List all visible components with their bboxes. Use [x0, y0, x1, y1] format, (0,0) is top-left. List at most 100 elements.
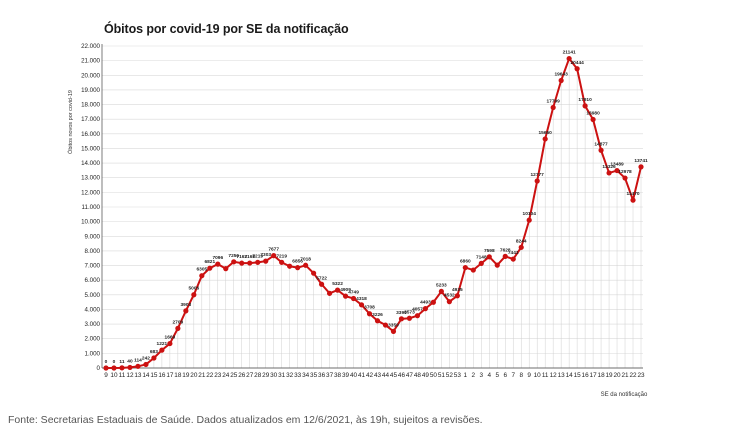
- data-label: 242: [142, 355, 150, 361]
- y-axis-label: Óbitos novos por covid-19: [67, 90, 74, 154]
- data-label: 2709: [173, 319, 184, 325]
- data-point: [638, 164, 644, 170]
- x-tick-label: 23: [214, 372, 222, 379]
- y-tick-label: 5.000: [85, 292, 101, 299]
- x-tick-label: 45: [390, 372, 398, 379]
- data-point: [550, 104, 556, 111]
- x-tick-label: 13: [558, 372, 566, 379]
- data-point: [502, 253, 508, 259]
- data-label: 4493: [420, 300, 431, 306]
- x-tick-label: 22: [629, 372, 637, 379]
- data-label: 7219: [252, 253, 263, 259]
- data-label: 7441: [508, 250, 519, 256]
- data-point: [590, 116, 596, 123]
- data-label: 4749: [348, 289, 359, 295]
- data-label: 6821: [204, 259, 215, 265]
- x-tick-label: 11: [119, 372, 126, 379]
- data-point: [303, 262, 309, 268]
- series-line: [106, 57, 642, 369]
- data-point: [630, 197, 636, 203]
- x-tick-label: 7: [511, 372, 515, 379]
- data-point: [287, 263, 293, 269]
- x-tick-label: 17: [590, 372, 598, 379]
- x-tick-label: 12: [126, 372, 134, 379]
- data-point: [510, 256, 516, 262]
- x-tick-label: 18: [174, 372, 182, 379]
- data-point: [478, 260, 484, 266]
- y-tick-label: 15.000: [81, 145, 100, 152]
- data-label: 8244: [516, 238, 527, 244]
- data-point: [119, 365, 125, 371]
- axes: [101, 44, 643, 369]
- data-label: 6860: [460, 259, 471, 265]
- x-tick-label: 15: [574, 372, 582, 379]
- x-tick-label: 41: [358, 372, 366, 379]
- x-tick-label: 16: [582, 372, 590, 379]
- data-label: 4532: [444, 293, 455, 299]
- data-point: [167, 340, 173, 347]
- x-tick-label: 39: [342, 372, 350, 379]
- x-tick-label: 30: [270, 372, 278, 379]
- data-label: 5233: [436, 282, 447, 288]
- data-label: 10104: [523, 211, 537, 217]
- data-point: [366, 311, 373, 317]
- x-tick-label: 5: [495, 372, 499, 379]
- data-label: 16980: [586, 110, 600, 116]
- x-tick-label: 17: [166, 372, 174, 379]
- data-point: [390, 328, 397, 334]
- data-point: [199, 273, 205, 279]
- x-tick-label: 44: [382, 372, 390, 379]
- x-tick-label: 38: [334, 372, 342, 379]
- data-label: 14877: [594, 141, 608, 147]
- data-label: 7628: [500, 247, 511, 253]
- data-point: [382, 322, 389, 328]
- data-point: [462, 264, 468, 271]
- data-label: 3573: [404, 309, 415, 315]
- data-label: 11: [119, 359, 124, 365]
- y-tick-label: 22.000: [81, 43, 100, 50]
- data-label: 7303: [260, 252, 271, 258]
- x-tick-label: 33: [294, 372, 302, 379]
- y-tick-label: 6.000: [85, 277, 101, 284]
- data-label: 17910: [578, 97, 592, 103]
- data-point: [239, 260, 245, 266]
- chart-title: Óbitos por covid-19 por SE da notificaçã…: [104, 22, 349, 36]
- data-point: [494, 262, 500, 268]
- data-point: [606, 170, 612, 176]
- y-tick-label: 11.000: [82, 204, 101, 211]
- data-point: [111, 365, 117, 371]
- x-tick-label: 8: [519, 372, 523, 379]
- x-tick-label: 2: [472, 372, 476, 379]
- y-tick-label: 18.000: [81, 102, 100, 109]
- data-point: [566, 55, 572, 62]
- data-label: 6856: [292, 259, 303, 265]
- y-tick-label: 4.000: [85, 306, 101, 313]
- data-label: 19643: [554, 71, 568, 77]
- y-tick-label: 10.000: [81, 219, 100, 226]
- data-label: 5722: [316, 275, 327, 281]
- x-tick-label: 52: [446, 372, 454, 379]
- data-point: [215, 261, 221, 267]
- data-point: [175, 325, 181, 331]
- data-point: [622, 175, 628, 181]
- x-tick-label: 6: [503, 372, 507, 379]
- data-label: 13326: [602, 164, 616, 170]
- data-label: 7163: [236, 254, 247, 260]
- x-tick-label: 3: [480, 372, 484, 379]
- data-point: [159, 347, 165, 353]
- x-tick-label: 25: [230, 372, 238, 379]
- data-point: [582, 103, 588, 109]
- y-tick-label: 7.000: [85, 263, 101, 270]
- data-point: [406, 315, 413, 321]
- x-tick-label: 9: [104, 372, 108, 379]
- data-label: 114: [134, 357, 142, 363]
- y-tick-labels: 0 1.000 2.000 3.000 4.000 5.000 6.000 7.000 8.00…: [81, 43, 100, 372]
- y-tick-label: 12.000: [81, 189, 100, 196]
- x-tick-label: 34: [302, 372, 310, 379]
- x-tick-label: 53: [454, 372, 462, 379]
- data-point: [574, 66, 580, 72]
- x-tick-label: 20: [190, 372, 198, 379]
- x-tick-label: 29: [262, 372, 270, 379]
- data-point: [191, 292, 197, 298]
- x-tick-label: 24: [222, 372, 230, 379]
